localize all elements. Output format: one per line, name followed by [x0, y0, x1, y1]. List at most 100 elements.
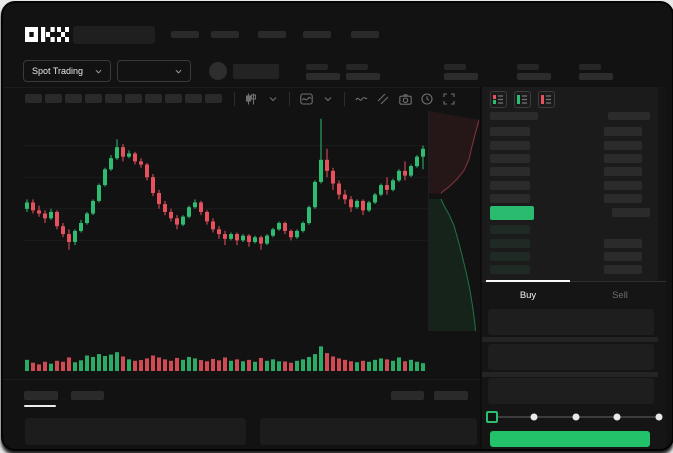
timeframe-button-skeleton[interactable]	[205, 94, 222, 103]
timeframe-button-skeleton[interactable]	[85, 94, 102, 103]
bottom-tab-active-skeleton[interactable]	[24, 391, 58, 400]
candle-body	[241, 235, 245, 241]
timeframe-button-skeleton[interactable]	[105, 94, 122, 103]
tab-sell[interactable]: Sell	[574, 282, 666, 308]
orderbook-price-row[interactable]	[482, 205, 666, 220]
slider-stop[interactable]	[655, 413, 663, 421]
candle-body	[331, 170, 335, 184]
nav-item-skeleton[interactable]	[303, 31, 331, 38]
candle-body	[367, 202, 371, 211]
price-input-skeleton[interactable]	[488, 309, 654, 335]
last-price-badge	[490, 205, 534, 220]
volume-bar	[37, 364, 41, 371]
candle-body	[79, 223, 83, 231]
compare-icon[interactable]	[372, 91, 394, 107]
slider-stop[interactable]	[613, 413, 621, 421]
chevron-down-icon[interactable]	[317, 91, 339, 107]
amount-slider[interactable]	[486, 411, 663, 423]
fullscreen-icon[interactable]	[438, 91, 460, 107]
book-split-icon[interactable]	[490, 91, 507, 108]
buy-tab-label: Buy	[519, 289, 537, 301]
volume-bar	[253, 361, 257, 371]
slider-handle[interactable]	[486, 411, 498, 423]
candle-body	[139, 161, 143, 165]
volume-bar	[265, 360, 269, 371]
candlestick-chart[interactable]	[23, 111, 428, 275]
candles-icon[interactable]	[240, 91, 262, 107]
bottom-action-skeleton[interactable]	[434, 391, 468, 400]
slider-stop[interactable]	[530, 413, 538, 421]
market-type-dropdown[interactable]: Spot Trading	[23, 60, 111, 82]
history-panel-skeleton	[260, 418, 477, 445]
candle-body	[313, 181, 317, 208]
indicator-icon[interactable]	[295, 91, 317, 107]
volume-bar	[373, 359, 377, 371]
orderbook-bid-row[interactable]	[482, 236, 658, 249]
volume-bar	[181, 359, 185, 371]
volume-bar	[313, 354, 317, 371]
tab-buy[interactable]: Buy	[482, 280, 574, 308]
bottom-action-skeleton[interactable]	[391, 391, 424, 400]
candle-body	[205, 211, 209, 222]
orderbook-ask-row[interactable]	[482, 125, 658, 138]
candle-body	[25, 202, 29, 209]
timeframe-button-skeleton[interactable]	[65, 94, 82, 103]
orderbook-ask-row[interactable]	[482, 179, 658, 192]
book-bids-icon[interactable]	[514, 91, 531, 108]
orderbook-bid-row[interactable]	[482, 223, 658, 236]
pair-selector-dropdown[interactable]	[117, 60, 191, 82]
book-asks-icon[interactable]	[538, 91, 555, 108]
candle-body	[229, 234, 233, 239]
clock-icon[interactable]	[416, 91, 438, 107]
total-input-skeleton[interactable]	[488, 378, 654, 404]
depth-chart[interactable]	[428, 111, 480, 332]
volume-bar	[25, 359, 29, 371]
wave-icon[interactable]	[350, 91, 372, 107]
buy-submit-button[interactable]	[490, 431, 650, 447]
search-skeleton[interactable]	[73, 26, 155, 44]
orderbook-ask-row[interactable]	[482, 165, 658, 178]
camera-icon[interactable]	[394, 91, 416, 107]
timeframe-button-skeleton[interactable]	[125, 94, 142, 103]
orderbook-ask-row[interactable]	[482, 152, 658, 165]
stat-pair-skeleton	[306, 64, 340, 80]
nav-item-skeleton[interactable]	[258, 31, 286, 38]
volume-bar	[139, 360, 143, 371]
volume-bar	[385, 359, 389, 371]
candle-body	[85, 213, 89, 224]
volume-bar	[97, 354, 101, 371]
nav-item-skeleton[interactable]	[351, 31, 379, 38]
volume-bar	[31, 362, 35, 371]
candle-body	[187, 207, 191, 217]
volume-bar	[205, 361, 209, 371]
candle-body	[247, 235, 251, 242]
volume-bar	[235, 359, 239, 371]
timeframe-button-skeleton[interactable]	[185, 94, 202, 103]
nav-item-skeleton[interactable]	[171, 31, 199, 38]
bottom-tab-skeleton[interactable]	[71, 391, 104, 400]
slider-stop[interactable]	[572, 413, 579, 421]
volume-bar	[157, 357, 161, 371]
amount-input-skeleton[interactable]	[488, 344, 654, 370]
nav-item-skeleton[interactable]	[211, 31, 239, 38]
timeframe-button-skeleton[interactable]	[165, 94, 182, 103]
volume-bar	[391, 360, 395, 371]
timeframe-button-skeleton[interactable]	[45, 94, 62, 103]
orderbook-asks	[482, 125, 658, 205]
volume-bar	[301, 359, 305, 371]
okx-logo[interactable]	[25, 27, 69, 42]
chevron-down-icon[interactable]	[262, 91, 284, 107]
candle-body	[349, 199, 353, 208]
orderbook-ask-row[interactable]	[482, 138, 658, 151]
coin-avatar	[209, 62, 227, 80]
candle-body	[175, 218, 179, 225]
volume-bar	[43, 361, 47, 371]
orderbook-ask-row[interactable]	[482, 192, 658, 205]
orderbook-bid-row[interactable]	[482, 263, 658, 276]
candle-body	[49, 211, 53, 219]
orderbook-bid-row[interactable]	[482, 250, 658, 263]
volume-bar	[67, 357, 71, 371]
timeframe-button-skeleton[interactable]	[25, 94, 42, 103]
timeframe-button-skeleton[interactable]	[145, 94, 162, 103]
candle-body	[415, 156, 419, 167]
